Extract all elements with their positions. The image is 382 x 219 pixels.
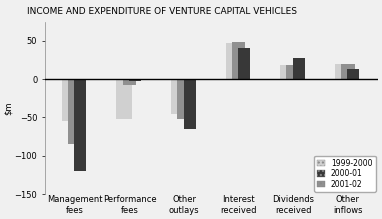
- Bar: [335, 64, 350, 79]
- Bar: [177, 79, 191, 119]
- Bar: [341, 64, 354, 79]
- Bar: [62, 79, 77, 121]
- Bar: [286, 65, 300, 79]
- Bar: [280, 65, 295, 79]
- Bar: [226, 43, 241, 79]
- Bar: [293, 58, 305, 79]
- Bar: [238, 48, 250, 79]
- Bar: [123, 79, 136, 85]
- Text: INCOME AND EXPENDITURE OF VENTURE CAPITAL VEHICLES: INCOME AND EXPENDITURE OF VENTURE CAPITA…: [27, 7, 297, 16]
- Bar: [129, 79, 141, 81]
- Bar: [184, 79, 196, 129]
- Legend: 1999-2000, 2000-01, 2001-02: 1999-2000, 2000-01, 2001-02: [314, 155, 376, 192]
- Bar: [117, 79, 132, 119]
- Bar: [347, 69, 359, 79]
- Bar: [74, 79, 86, 171]
- Bar: [232, 42, 246, 79]
- Bar: [171, 79, 186, 114]
- Bar: [68, 79, 82, 144]
- Y-axis label: $m: $m: [4, 101, 13, 115]
